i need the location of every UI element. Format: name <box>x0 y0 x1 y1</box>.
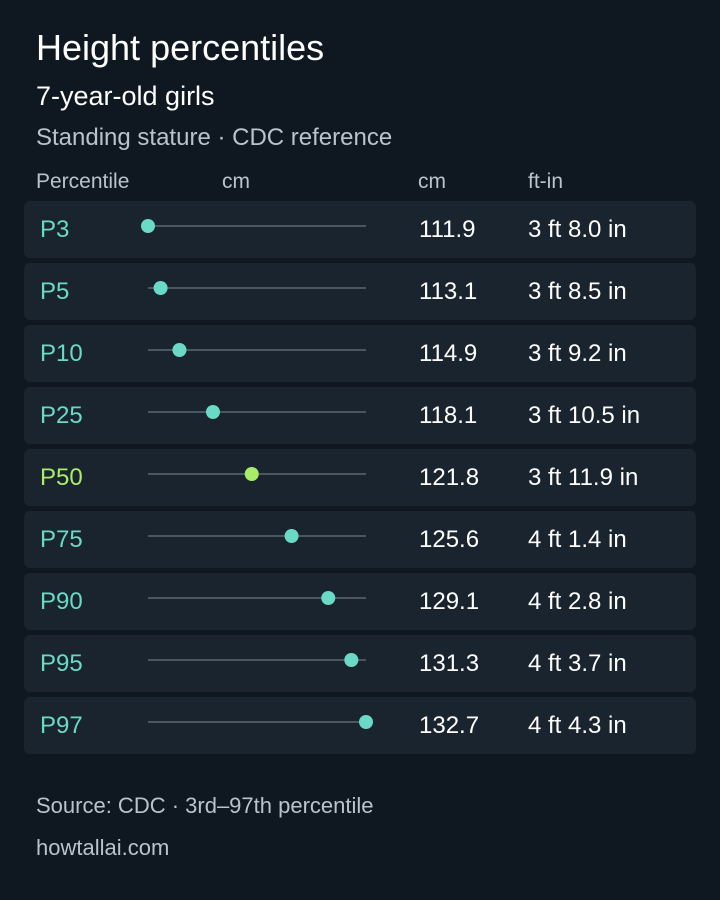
table-row: P50 121.8 3 ft 11.9 in <box>24 449 696 506</box>
table-row: P75 125.6 4 ft 1.4 in <box>24 511 696 568</box>
data-point <box>284 529 299 543</box>
cm-value: 118.1 <box>419 402 478 429</box>
ftin-value: 3 ft 10.5 in <box>528 402 641 429</box>
percentile-dot-track <box>148 405 366 419</box>
cm-value: 111.9 <box>419 216 476 243</box>
percentile-dot-track <box>148 653 366 667</box>
percentile-label: P10 <box>40 340 83 367</box>
percentile-dot-track <box>148 529 366 543</box>
percentile-label: P3 <box>40 216 70 243</box>
ftin-value: 4 ft 1.4 in <box>528 526 627 553</box>
data-point <box>244 467 259 481</box>
column-header-percentile: Percentile <box>36 170 130 193</box>
percentile-dot-track <box>141 219 366 233</box>
ftin-value: 4 ft 4.3 in <box>528 712 627 739</box>
ftin-value: 4 ft 2.8 in <box>528 588 627 615</box>
ftin-value: 3 ft 11.9 in <box>528 464 639 491</box>
table-row: P95 131.3 4 ft 3.7 in <box>24 635 696 692</box>
site-credit: howtallai.com <box>36 835 170 860</box>
chart-subtitle: 7-year-old girls <box>36 81 215 111</box>
table-row: P90 129.1 4 ft 2.8 in <box>24 573 696 630</box>
cm-value: 125.6 <box>419 526 480 553</box>
cm-value: 113.1 <box>419 278 478 305</box>
data-point <box>359 715 373 729</box>
percentile-dot-track <box>148 591 366 605</box>
percentile-label: P25 <box>40 402 83 429</box>
percentile-table: P3 111.9 3 ft 8.0 in P5 113.1 3 ft 8.5 in P10 1… <box>24 201 696 759</box>
data-point <box>141 219 155 233</box>
table-row: P5 113.1 3 ft 8.5 in <box>24 263 696 320</box>
column-header-bar: cm <box>222 170 250 193</box>
percentile-dot-track <box>148 467 366 481</box>
cm-value: 129.1 <box>419 588 480 615</box>
table-row: P10 114.9 3 ft 9.2 in <box>24 325 696 382</box>
percentile-label: P90 <box>40 588 83 615</box>
cm-value: 131.3 <box>419 650 480 677</box>
chart-description: Standing stature · CDC reference <box>36 124 393 151</box>
cm-value: 132.7 <box>419 712 480 739</box>
ftin-value: 3 ft 8.5 in <box>528 278 627 305</box>
column-header-cm: cm <box>418 170 446 193</box>
table-row: P25 118.1 3 ft 10.5 in <box>24 387 696 444</box>
ftin-value: 3 ft 9.2 in <box>528 340 627 367</box>
percentile-dot-track <box>148 715 373 729</box>
percentile-dot-track <box>148 343 366 357</box>
chart-title: Height percentiles <box>36 27 325 68</box>
data-point <box>153 281 168 295</box>
cm-value: 121.8 <box>419 464 480 491</box>
table-row: P3 111.9 3 ft 8.0 in <box>24 201 696 258</box>
data-point <box>205 405 220 419</box>
percentile-label: P50 <box>40 464 83 491</box>
percentile-label: P75 <box>40 526 83 553</box>
percentile-label: P5 <box>40 278 70 305</box>
column-header-ftin: ft-in <box>528 170 564 193</box>
table-row: P97 132.7 4 ft 4.3 in <box>24 697 696 754</box>
percentile-label: P95 <box>40 650 83 677</box>
percentile-dot-track <box>148 281 366 295</box>
data-point <box>344 653 359 667</box>
cm-value: 114.9 <box>419 340 478 367</box>
ftin-value: 4 ft 3.7 in <box>528 650 627 677</box>
data-point <box>321 591 336 605</box>
data-point <box>172 343 187 357</box>
percentile-label: P97 <box>40 712 83 739</box>
ftin-value: 3 ft 8.0 in <box>528 216 627 243</box>
source-note: Source: CDC · 3rd–97th percentile <box>36 793 374 818</box>
